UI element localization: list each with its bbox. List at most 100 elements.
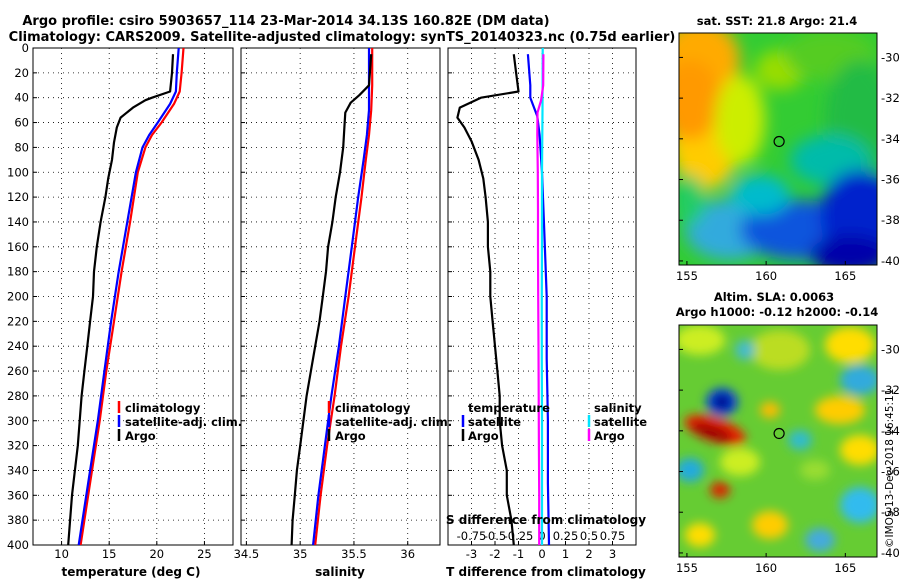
legend-argo-label: Argo [335, 429, 366, 443]
sst-argo-location-marker [773, 135, 785, 148]
depth-tick-label: 260 [7, 364, 29, 378]
legend-argo-label: Argo [125, 429, 156, 443]
depth-tick-label: 40 [14, 91, 29, 105]
sla-map-subtitle: Argo h1000: -0.12 h2000: -0.14 [676, 305, 879, 319]
depth-tick-label: 60 [14, 116, 29, 130]
salinity-series [290, 48, 374, 545]
x-tick-label: 15 [102, 547, 117, 561]
x-tick-label: -3 [466, 547, 477, 561]
sla-map-field [679, 325, 877, 557]
depth-tick-label: 80 [14, 140, 29, 154]
series-t-satellite [526, 54, 551, 545]
latitude-tick-label: -32 [881, 383, 900, 397]
x-tick-label: 25 [197, 547, 212, 561]
depth-tick-label: 120 [7, 190, 29, 204]
latitude-tick-label: -40 [881, 254, 900, 268]
salinity-axis-label: salinity [315, 565, 365, 579]
legend-climatology-label: climatology [335, 401, 411, 415]
x-tick-label: 35.5 [341, 547, 367, 561]
x-tick-label: 2 [585, 547, 592, 561]
sst-map-tick-labels: 155 160 165 -30 -32 -34 -36 -38 -40 [676, 50, 900, 283]
x-tick-label: 1 [562, 547, 569, 561]
imos-credit: ©IMOS 13-Dec-2018 16:45:11 [884, 389, 896, 548]
depth-tick-labels: 0 20 40 60 80 100 120 140 160 180 200 220 240 260 280 3… [7, 41, 29, 552]
depth-tick-label: 180 [7, 265, 29, 279]
depth-tick-label: 400 [7, 538, 29, 552]
latitude-tick-label: -34 [881, 132, 900, 146]
latitude-tick-label: -36 [881, 173, 900, 187]
x-tick-label: 36 [400, 547, 415, 561]
latitude-tick-label: -32 [881, 91, 900, 105]
depth-tick-label: 0 [22, 41, 29, 55]
sst-map-field [679, 33, 877, 265]
salinity-grid [241, 47, 440, 546]
depth-tick-label: 140 [7, 215, 29, 229]
sla-map-title: Altim. SLA: 0.0063 [714, 290, 834, 304]
depth-tick-label: 380 [7, 513, 29, 527]
salinity-legend: climatology satellite-adj. clim. Argo [327, 401, 452, 443]
figure-title-line1: Argo profile: csiro 5903657_114 23-Mar-2… [22, 14, 549, 29]
legend-climatology-label: climatology [125, 401, 201, 415]
longitude-tick-label: 160 [755, 561, 777, 575]
latitude-tick-label: -36 [881, 465, 900, 479]
t-difference-axis-label: T difference from climatology [446, 565, 646, 579]
x-tick-label: 34.5 [234, 547, 260, 561]
s-difference-tick-label: -0.75 [457, 529, 487, 543]
latitude-tick-label: -38 [881, 505, 900, 519]
latitude-tick-label: -30 [881, 50, 900, 64]
difference-series [456, 48, 551, 545]
latitude-tick-label: -34 [881, 424, 900, 438]
series-argo [290, 54, 373, 545]
legend-temperature-title: temperature [468, 401, 550, 415]
legend-s-argo-label: Argo [594, 429, 625, 443]
depth-tick-label: 240 [7, 339, 29, 353]
depth-tick-label: 280 [7, 389, 29, 403]
depth-tick-label: 20 [14, 66, 29, 80]
depth-tick-label: 320 [7, 439, 29, 453]
legend-s-satellite-label: satellite [594, 415, 647, 429]
longitude-tick-label: 155 [676, 561, 698, 575]
x-tick-label: 10 [54, 547, 69, 561]
sst-map-title: sat. SST: 21.8 Argo: 21.4 [697, 14, 857, 28]
sla-map-frame [678, 324, 878, 558]
x-tick-label: -2 [489, 547, 500, 561]
salinity-tick-labels: 34.5 35 35.5 36 [234, 547, 415, 561]
s-difference-tick-label: 0.25 [553, 529, 579, 543]
x-tick-label: -1 [513, 547, 524, 561]
salinity-plot-frame [240, 47, 441, 546]
latitude-tick-label: -30 [881, 342, 900, 356]
latitude-tick-label: -40 [881, 546, 900, 560]
legend-t-argo-label: Argo [468, 429, 499, 443]
difference-grid [448, 47, 636, 546]
longitude-tick-label: 165 [834, 269, 856, 283]
depth-tick-label: 100 [7, 165, 29, 179]
depth-tick-label: 160 [7, 240, 29, 254]
series-satellite-adj-clim [77, 48, 180, 545]
x-tick-label: 0 [538, 547, 545, 561]
series-s-satellite [540, 48, 544, 545]
difference-legend: temperature satellite Argo salinity sate… [461, 401, 647, 443]
figure-title-line2: Climatology: CARS2009. Satellite-adjuste… [9, 30, 676, 45]
depth-tick-label: 360 [7, 488, 29, 502]
temperature-axis-label: temperature (deg C) [62, 565, 201, 579]
legend-satellite-label: satellite-adj. clim. [335, 415, 452, 429]
series-s-argo [536, 54, 545, 545]
s-difference-tick-label: -0.5 [484, 529, 506, 543]
x-tick-label: 35 [293, 547, 308, 561]
depth-tick-label: 340 [7, 463, 29, 477]
series-climatology [79, 48, 185, 545]
x-tick-label: 20 [149, 547, 164, 561]
sst-map-frame [678, 32, 878, 266]
depth-tick-label: 200 [7, 290, 29, 304]
series-t-argo [456, 54, 520, 545]
x-tick-label: 3 [609, 547, 616, 561]
temperature-legend: climatology satellite-adj. clim. Argo [117, 401, 242, 443]
series-argo [67, 54, 175, 545]
depth-tick-label: 220 [7, 314, 29, 328]
legend-salinity-title: salinity [594, 401, 642, 415]
s-difference-tick-label: -0.25 [504, 529, 534, 543]
legend-satellite-label: satellite-adj. clim. [125, 415, 242, 429]
longitude-tick-label: 165 [834, 561, 856, 575]
s-difference-tick-labels: -0.75-0.5-0.25 0 0.25 0.5 0.75 [457, 529, 626, 543]
